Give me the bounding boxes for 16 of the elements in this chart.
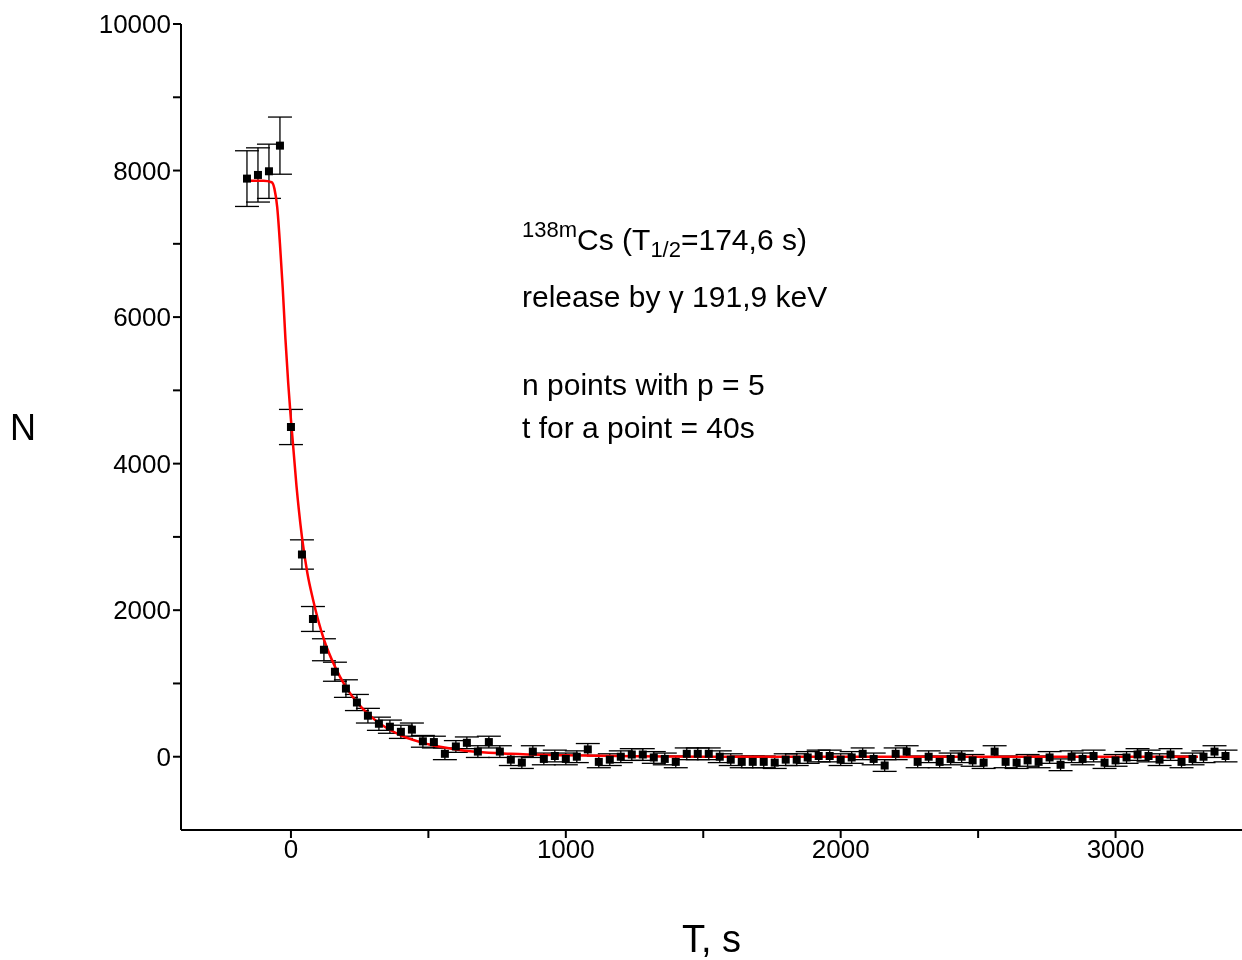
y-tick-label: 4000 — [113, 448, 171, 479]
annotation: t for a point = 40s — [522, 411, 755, 444]
annotation: $^{138m}$Cs (T$_{1/2}$=174,6 s) — [522, 216, 807, 262]
x-tick-label: 2000 — [811, 834, 870, 865]
y-tick-label: 0 — [156, 741, 171, 772]
y-tick-label: 6000 — [113, 302, 171, 333]
y-tick-label: 10000 — [98, 9, 171, 40]
annotation: release by γ 191,9 keV — [522, 280, 828, 313]
annotation: n points with p = 5 — [522, 368, 765, 401]
y-axis-title: N — [10, 406, 36, 448]
x-tick-label: 1000 — [536, 834, 595, 865]
x-tick-label: 0 — [283, 834, 299, 865]
x-axis-title: T, s — [681, 918, 742, 960]
y-tick-label: 8000 — [113, 155, 171, 186]
y-tick-label: 2000 — [113, 595, 171, 626]
x-tick-label: 3000 — [1086, 834, 1145, 865]
